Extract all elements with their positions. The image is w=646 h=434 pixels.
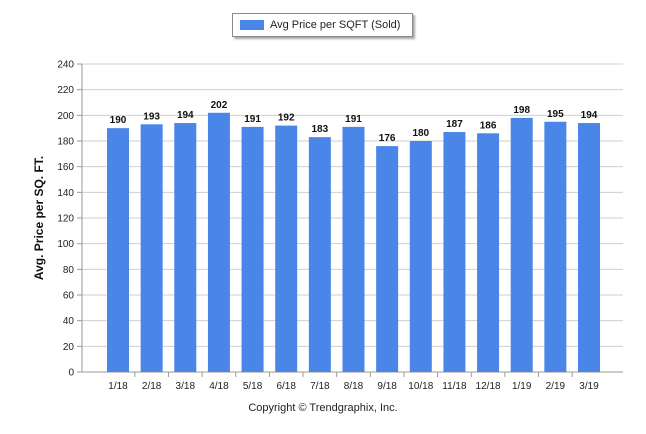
x-tick-label: 6/18	[276, 381, 296, 392]
data-label: 180	[412, 128, 429, 139]
data-label: 193	[143, 111, 160, 122]
data-label: 183	[312, 124, 329, 135]
x-tick-label: 4/18	[209, 381, 229, 392]
y-tick-label: 200	[57, 111, 74, 122]
x-tick-label: 5/18	[243, 381, 263, 392]
bar	[207, 112, 230, 373]
data-label: 186	[480, 120, 497, 131]
data-label: 194	[581, 110, 598, 121]
data-label: 190	[110, 115, 127, 126]
x-tick-label: 12/18	[476, 381, 501, 392]
bar	[174, 123, 197, 373]
data-label: 191	[244, 114, 261, 125]
bar	[376, 146, 399, 372]
data-label: 176	[379, 133, 396, 144]
data-label: 191	[345, 114, 362, 125]
x-tick-label: 2/19	[546, 381, 566, 392]
x-tick-label: 8/18	[344, 381, 364, 392]
bar	[241, 126, 264, 372]
x-tick-label: 3/18	[176, 381, 196, 392]
y-tick-label: 160	[57, 162, 74, 173]
legend-label: Avg Price per SQFT (Sold)	[270, 19, 401, 31]
data-label: 202	[211, 100, 228, 111]
bar	[107, 128, 129, 372]
y-tick-label: 120	[57, 214, 74, 225]
data-label: 187	[446, 119, 463, 130]
bar	[342, 126, 365, 372]
y-tick-label: 20	[63, 342, 75, 353]
y-axis-title: Avg. Price per SQ. FT.	[32, 156, 46, 280]
bar	[409, 141, 432, 372]
y-tick-label: 240	[57, 60, 74, 71]
bar	[140, 124, 163, 372]
x-tick-label: 1/19	[512, 381, 532, 392]
legend-swatch	[240, 20, 264, 30]
y-tick-label: 220	[57, 85, 74, 96]
bar	[510, 117, 533, 373]
bar	[477, 133, 500, 372]
y-tick-label: 60	[63, 291, 75, 302]
x-tick-label: 9/18	[377, 381, 397, 392]
bar	[308, 137, 331, 372]
data-label: 198	[513, 105, 530, 116]
y-tick-label: 40	[63, 316, 75, 327]
bar	[443, 132, 466, 372]
x-tick-label: 1/18	[108, 381, 128, 392]
data-label: 195	[547, 109, 564, 120]
y-tick-label: 0	[68, 368, 74, 379]
y-tick-label: 140	[57, 188, 74, 199]
y-tick-label: 100	[57, 239, 74, 250]
x-tick-label: 2/18	[142, 381, 162, 392]
y-tick-label: 180	[57, 137, 74, 148]
x-tick-label: 7/18	[310, 381, 330, 392]
chart-legend: Avg Price per SQFT (Sold)	[232, 13, 413, 37]
x-tick-label: 10/18	[408, 381, 433, 392]
bar	[275, 125, 298, 372]
x-tick-label: 3/19	[579, 381, 599, 392]
data-label: 192	[278, 113, 295, 124]
bar	[578, 123, 600, 373]
data-label: 194	[177, 110, 194, 121]
y-tick-label: 80	[63, 265, 75, 276]
copyright-text: Copyright © Trendgraphix, Inc.	[248, 402, 398, 414]
x-tick-label: 11/18	[442, 381, 467, 392]
bar	[544, 121, 567, 372]
